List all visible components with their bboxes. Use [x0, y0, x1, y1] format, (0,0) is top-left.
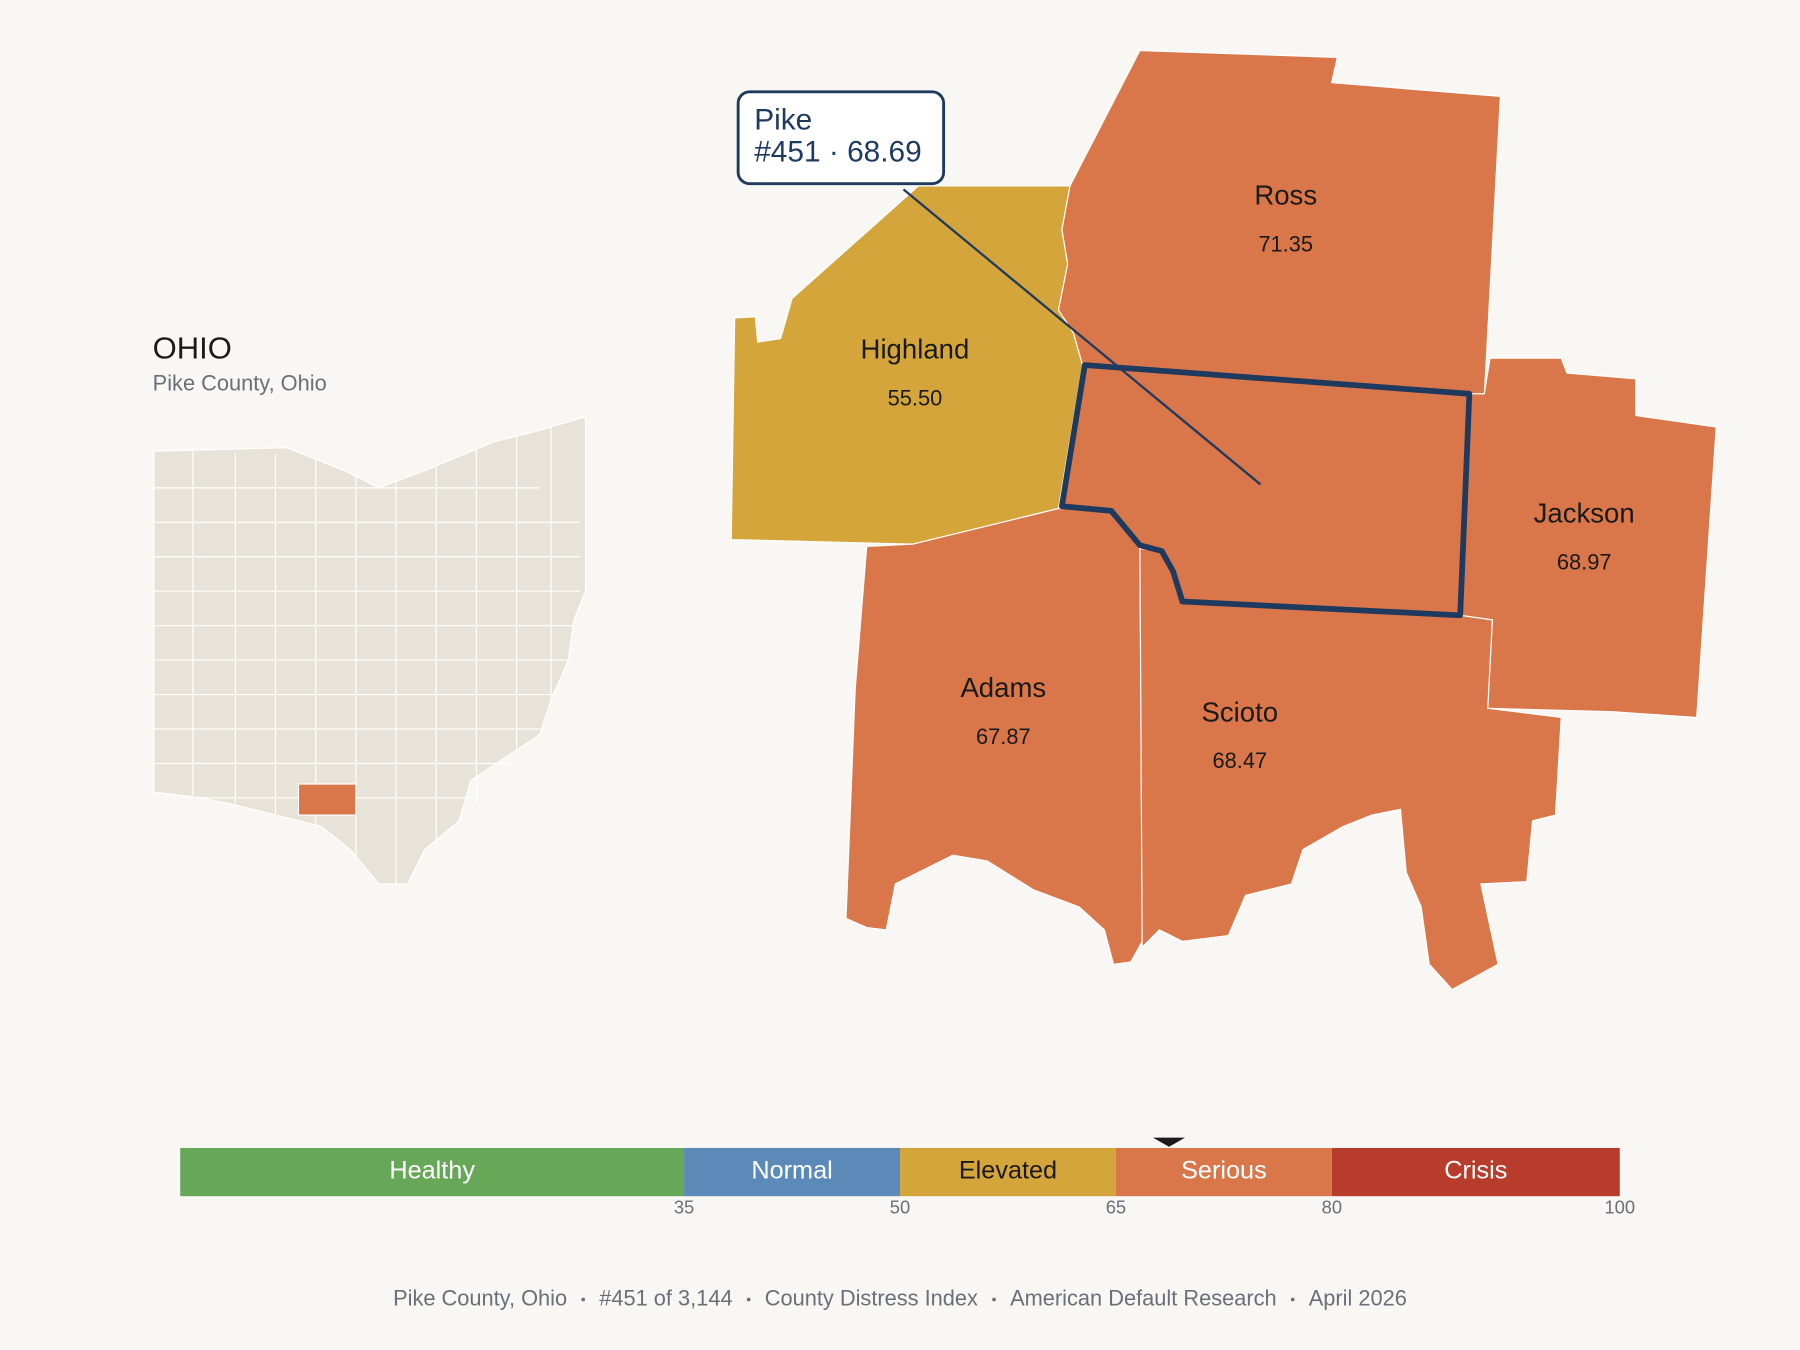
callout-box: [736, 90, 946, 186]
county-shape: [1057, 49, 1501, 397]
footer-item: #451 of 3,144: [599, 1285, 732, 1310]
footer-separator: [581, 1297, 586, 1302]
callout-leader: [902, 188, 1262, 486]
county-layer: Ross 71.35 Highland 55.50 Jackson 68.97 Adams 6…: [730, 49, 1717, 991]
county-shape: [1459, 357, 1717, 719]
ohio-outline: [153, 415, 587, 885]
scale-band-label: Serious: [1181, 1157, 1267, 1185]
scale-band: [1331, 1147, 1620, 1197]
ohio-minimap: [153, 415, 587, 885]
scale-band: [684, 1147, 900, 1197]
scale-bar: Healthy Normal Elevated Serious Crisis 35 50 65…: [180, 1137, 1635, 1218]
callout: Pike #451 · 68.69: [736, 90, 1262, 486]
scale-tick-label: 35: [674, 1197, 694, 1218]
footer: Pike County, Ohio #451 of 3,144 County Dis…: [393, 1285, 1407, 1310]
scale-band-label: Elevated: [959, 1157, 1057, 1185]
county-name: Adams: [960, 672, 1046, 703]
scale-tick-label: 100: [1604, 1197, 1635, 1218]
county-shape: [1139, 548, 1562, 991]
footer-separator: [1290, 1297, 1295, 1302]
county-name: Ross: [1254, 180, 1317, 211]
scale-tick-label: 80: [1322, 1197, 1342, 1218]
footer-item: County Distress Index: [765, 1285, 978, 1310]
footer-item: April 2026: [1309, 1285, 1407, 1310]
county-value: 68.47: [1213, 748, 1268, 773]
footer-item: Pike County, Ohio: [393, 1285, 567, 1310]
scale-band-label: Crisis: [1444, 1157, 1507, 1185]
county-shape: [730, 185, 1084, 545]
footer-separator: [992, 1297, 996, 1302]
scale-band: [1115, 1147, 1332, 1197]
scale-band: [180, 1147, 685, 1197]
state-title: OHIO: [153, 330, 232, 365]
county-name: Scioto: [1202, 696, 1279, 727]
scale-band-label: Healthy: [389, 1157, 475, 1185]
county-value: 55.50: [888, 385, 943, 410]
callout-label: #451 · 68.69: [754, 136, 922, 169]
scale-band-label: Normal: [751, 1157, 832, 1185]
footer-item: American Default Research: [1010, 1285, 1277, 1310]
footer-separator: [746, 1297, 751, 1302]
county-name: Highland: [861, 334, 970, 365]
county-value: 68.97: [1557, 549, 1612, 574]
scale-marker: [1152, 1137, 1186, 1147]
minimap-selected-county: [297, 783, 357, 816]
state-subtitle: Pike County, Ohio: [153, 370, 327, 395]
county-value: 67.87: [976, 724, 1031, 749]
scale-tick-label: 65: [1106, 1197, 1126, 1218]
scale-tick-label: 50: [890, 1197, 910, 1218]
selected-county-shape: [1058, 362, 1473, 619]
county-name: Jackson: [1534, 498, 1635, 529]
county-value: 71.35: [1258, 231, 1313, 256]
callout-name: Pike: [754, 104, 812, 137]
scale-band: [900, 1147, 1116, 1197]
